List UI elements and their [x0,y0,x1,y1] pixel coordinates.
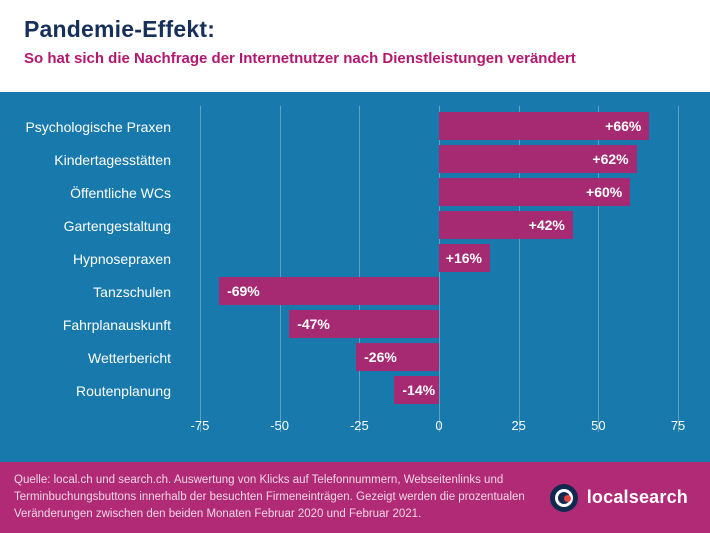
bar-value-label: +42% [528,217,565,233]
category-label: Wetterbericht [88,349,171,366]
bar: -47% [289,310,439,338]
bar: +62% [439,145,637,173]
category-label: Psychologische Praxen [25,118,171,135]
chart-rows: +66% +62% +60% +42% +16% -69% -47% -26% -14% [184,110,694,407]
category-label: Öffentliche WCs [70,184,171,201]
category-label: Gartengestaltung [63,217,171,234]
gridline [279,106,281,432]
plot-area: +66% +62% +60% +42% +16% -69% -47% -26% -14% -75… [184,106,694,462]
bar: +66% [439,112,650,140]
bar: -26% [356,343,439,371]
bar-value-label: +66% [605,118,642,134]
category-label: Kindertagesstätten [54,151,171,168]
x-axis-tick-label: 50 [591,418,606,433]
x-axis-tick-label: 75 [670,418,686,433]
category-labels: Psychologische Praxen Kindertagesstätten Ö… [24,110,184,462]
x-axis-tick-label: -50 [270,418,290,433]
gridline [359,106,361,432]
x-axis-tick-label: -75 [190,418,210,433]
gridline [678,106,680,432]
page-title: Pandemie-Effekt: [24,16,216,42]
category-label: Hypnosepraxen [72,250,171,267]
chart-row: -14% [184,374,694,407]
x-axis-tick-label: -25 [349,418,369,433]
chart-row: +62% [184,143,694,176]
bar: -69% [219,277,439,305]
logo-dot-icon [563,494,571,502]
bar-chart: Psychologische Praxen Kindertagesstätten Ö… [24,106,694,462]
chart-row: +60% [184,176,694,209]
gridline [518,106,520,432]
bar-value-label: -69% [227,283,260,299]
chart-row: +42% [184,209,694,242]
gridline [199,106,201,432]
chart-row: +66% [184,110,694,143]
localsearch-logo-icon [549,483,578,512]
chart-row: +16% [184,242,694,275]
logo-ring-icon [554,488,573,507]
bar: -14% [394,376,439,404]
chart-row: -26% [184,341,694,374]
x-axis-tick-label: 0 [435,418,443,433]
bar-value-label: +16% [445,250,482,266]
bar: +60% [439,178,631,206]
bar-value-label: +62% [592,151,629,167]
source-text: Quelle: local.ch und search.ch. Auswertu… [14,473,525,521]
category-label: Tanzschulen [93,283,171,300]
bar-value-label: -47% [297,316,330,332]
bar-value-label: -14% [402,382,436,398]
x-axis: -75 -50 -25 0 25 50 75 [184,411,694,437]
bar-value-label: -26% [364,349,397,365]
category-label: Fahrplanauskunft [62,316,171,333]
chart-row: -47% [184,308,694,341]
footer: Quelle: local.ch und search.ch. Auswertu… [0,462,710,533]
localsearch-logo-text: localsearch [586,487,688,507]
gridline [598,106,600,432]
x-axis-tick-label: 25 [511,418,526,433]
page-subtitle: So hat sich die Nachfrage der Internetnu… [24,50,576,67]
bar: +16% [439,244,490,272]
bar: +42% [439,211,573,239]
chart-section: Psychologische Praxen Kindertagesstätten Ö… [0,92,710,462]
bar-value-label: +60% [586,184,623,200]
header: Pandemie-Effekt: So hat sich die Nachfra… [0,0,710,92]
chart-row: -69% [184,275,694,308]
category-label: Routenplanung [76,382,171,399]
localsearch-logo: localsearch [549,483,688,512]
